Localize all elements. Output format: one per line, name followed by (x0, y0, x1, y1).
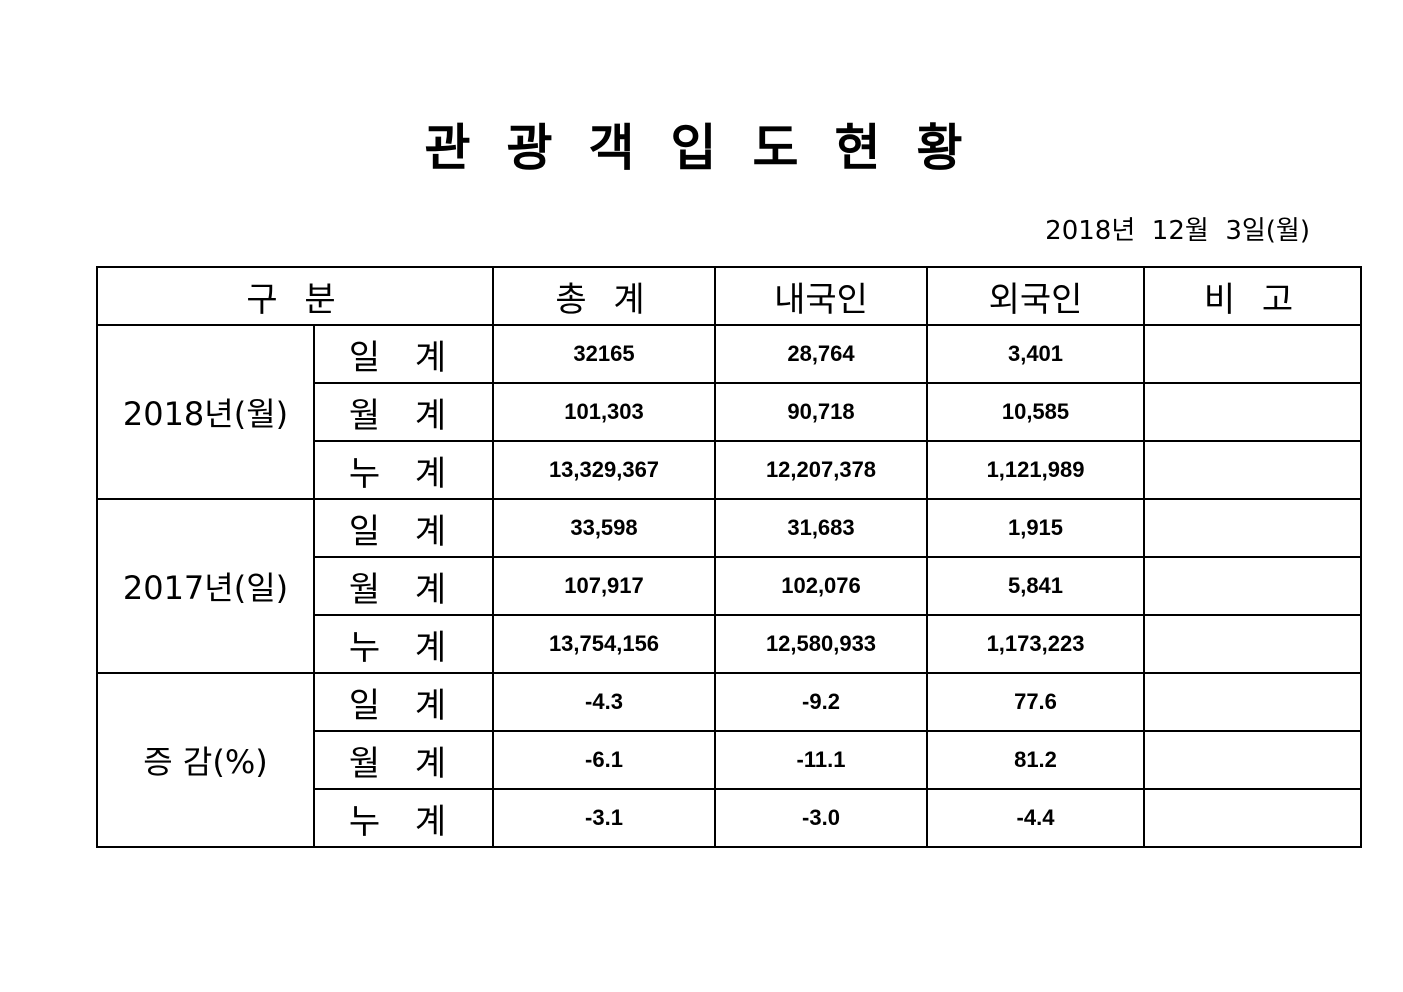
cell-domestic: 12,580,933 (714, 614, 928, 674)
cell-remarks (1143, 382, 1362, 442)
cell-total: -4.3 (492, 672, 716, 732)
cell-remarks (1143, 324, 1362, 384)
row-label: 월 계 (313, 382, 494, 442)
cell-remarks (1143, 614, 1362, 674)
cell-remarks (1143, 730, 1362, 790)
cell-foreign: 1,121,989 (926, 440, 1145, 500)
cell-total: 107,917 (492, 556, 716, 616)
cell-total: 13,754,156 (492, 614, 716, 674)
cell-foreign: 1,915 (926, 498, 1145, 558)
report-date: 2018년 12월 3일(월) (1045, 216, 1310, 246)
cell-total: -6.1 (492, 730, 716, 790)
table-row: 2017년(일) 일 계 33,598 31,683 1,915 (96, 498, 1362, 674)
table-row: 월 계 -6.1 -11.1 81.2 (97, 730, 1362, 790)
table-row: 월 계 107,917 102,076 5,841 (97, 556, 1362, 616)
cell-foreign: -4.4 (926, 788, 1145, 848)
group-label-2017: 2017년(일) (96, 498, 315, 674)
row-label: 누 계 (313, 614, 494, 674)
cell-total: 101,303 (492, 382, 716, 442)
table-row: 월 계 101,303 90,718 10,585 (97, 382, 1362, 442)
header-remarks: 비 고 (1143, 266, 1362, 326)
row-label: 누 계 (313, 788, 494, 848)
cell-remarks (1143, 440, 1362, 500)
cell-foreign: 77.6 (926, 672, 1145, 732)
cell-domestic: 31,683 (714, 498, 928, 558)
cell-remarks (1143, 788, 1362, 848)
cell-domestic: -3.0 (714, 788, 928, 848)
cell-domestic: 90,718 (714, 382, 928, 442)
header-total: 총 계 (492, 266, 716, 326)
visitor-stats-table: 구 분 총 계 내국인 외국인 비 고 2018년(월) 일 계 32165 2… (96, 266, 1362, 848)
row-label: 일 계 (313, 672, 494, 732)
header-row: 구 분 총 계 내국인 외국인 비 고 (96, 266, 1362, 326)
cell-foreign: 3,401 (926, 324, 1145, 384)
table-row: 증 감(%) 일 계 -4.3 -9.2 77.6 (96, 672, 1362, 848)
cell-remarks (1143, 498, 1362, 558)
table-row: 누 계 13,329,367 12,207,378 1,121,989 (97, 440, 1362, 500)
cell-foreign: 10,585 (926, 382, 1145, 442)
row-label: 누 계 (313, 440, 494, 500)
cell-foreign: 81.2 (926, 730, 1145, 790)
table-row: 2018년(월) 일 계 32165 28,764 3,401 (96, 324, 1362, 500)
cell-total: -3.1 (492, 788, 716, 848)
cell-domestic: 28,764 (714, 324, 928, 384)
header-domestic: 내국인 (714, 266, 928, 326)
cell-total: 13,329,367 (492, 440, 716, 500)
cell-remarks (1143, 556, 1362, 616)
cell-foreign: 5,841 (926, 556, 1145, 616)
cell-domestic: -9.2 (714, 672, 928, 732)
table-row: 누 계 -3.1 -3.0 -4.4 (97, 788, 1362, 848)
cell-foreign: 1,173,223 (926, 614, 1145, 674)
group-label-2018: 2018년(월) (96, 324, 315, 500)
row-label: 일 계 (313, 324, 494, 384)
cell-remarks (1143, 672, 1362, 732)
table-row: 누 계 13,754,156 12,580,933 1,173,223 (97, 614, 1362, 674)
row-label: 일 계 (313, 498, 494, 558)
cell-domestic: 12,207,378 (714, 440, 928, 500)
cell-total: 32165 (492, 324, 716, 384)
cell-domestic: 102,076 (714, 556, 928, 616)
cell-domestic: -11.1 (714, 730, 928, 790)
row-label: 월 계 (313, 556, 494, 616)
row-label: 월 계 (313, 730, 494, 790)
group-label-change: 증 감(%) (96, 672, 315, 848)
header-category: 구 분 (96, 266, 494, 326)
document-title: 관광객입도현황 (424, 119, 999, 177)
cell-total: 33,598 (492, 498, 716, 558)
header-foreign: 외국인 (926, 266, 1145, 326)
